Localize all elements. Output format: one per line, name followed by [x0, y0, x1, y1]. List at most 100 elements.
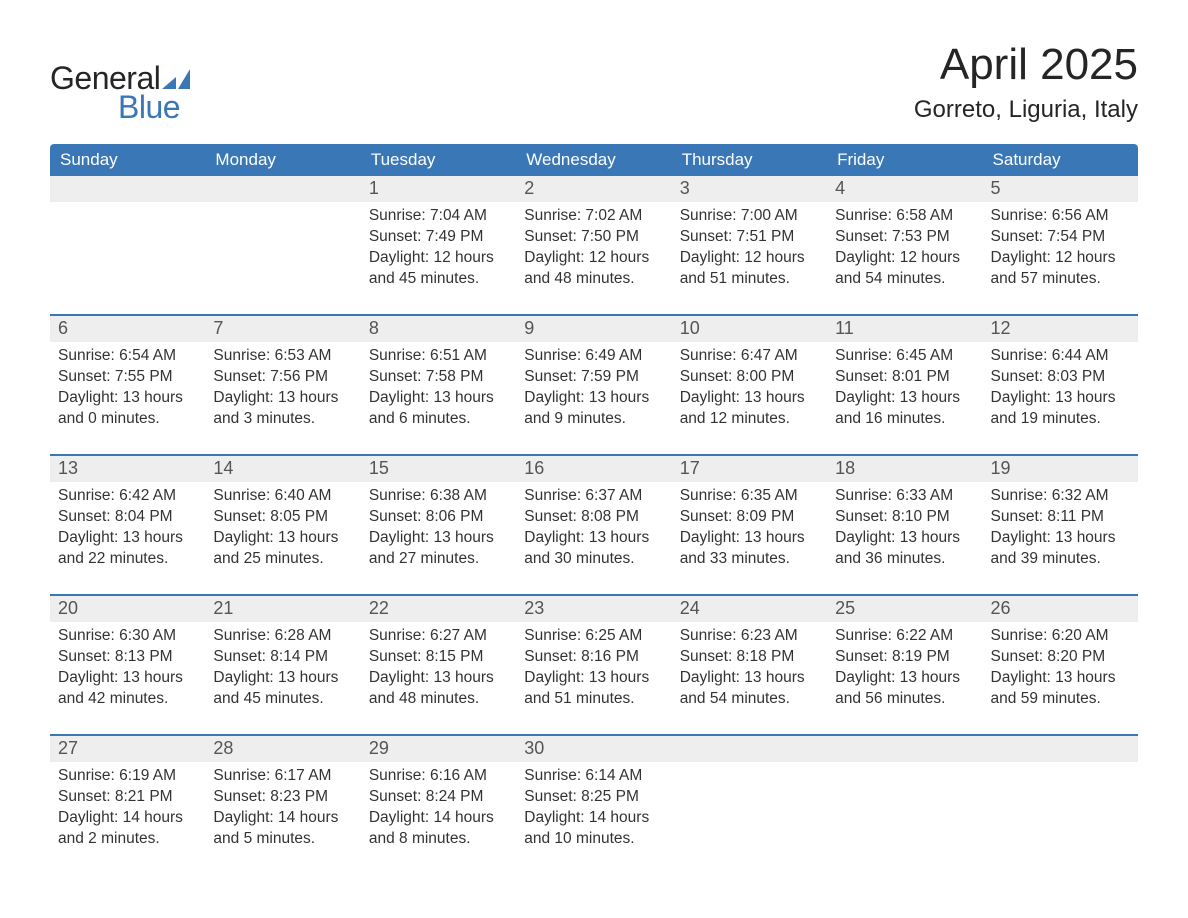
daylight-line: Daylight: 14 hours and 2 minutes. — [58, 808, 197, 850]
calendar-week: 20Sunrise: 6:30 AMSunset: 8:13 PMDayligh… — [50, 594, 1138, 716]
weekday-header: Saturday — [983, 144, 1138, 176]
calendar-day: 8Sunrise: 6:51 AMSunset: 7:58 PMDaylight… — [361, 316, 516, 436]
calendar-day: 24Sunrise: 6:23 AMSunset: 8:18 PMDayligh… — [672, 596, 827, 716]
calendar-day: 13Sunrise: 6:42 AMSunset: 8:04 PMDayligh… — [50, 456, 205, 576]
daylight-line: Daylight: 12 hours and 51 minutes. — [680, 248, 819, 290]
calendar-day: . — [205, 176, 360, 296]
day-data: Sunrise: 6:45 AMSunset: 8:01 PMDaylight:… — [827, 342, 982, 430]
daylight-line: Daylight: 13 hours and 12 minutes. — [680, 388, 819, 430]
calendar-day: 6Sunrise: 6:54 AMSunset: 7:55 PMDaylight… — [50, 316, 205, 436]
day-data: Sunrise: 6:42 AMSunset: 8:04 PMDaylight:… — [50, 482, 205, 570]
day-number: 30 — [516, 736, 671, 762]
calendar-day: 25Sunrise: 6:22 AMSunset: 8:19 PMDayligh… — [827, 596, 982, 716]
sunset-line: Sunset: 7:59 PM — [524, 367, 663, 388]
header: General Blue April 2025 Gorreto, Liguria… — [50, 40, 1138, 126]
day-data: Sunrise: 6:17 AMSunset: 8:23 PMDaylight:… — [205, 762, 360, 850]
sunrise-line: Sunrise: 6:54 AM — [58, 346, 197, 367]
day-number: 1 — [361, 176, 516, 202]
sunset-line: Sunset: 7:49 PM — [369, 227, 508, 248]
sunrise-line: Sunrise: 6:49 AM — [524, 346, 663, 367]
day-number: 17 — [672, 456, 827, 482]
daylight-line: Daylight: 14 hours and 8 minutes. — [369, 808, 508, 850]
sunrise-line: Sunrise: 6:47 AM — [680, 346, 819, 367]
day-data: Sunrise: 6:47 AMSunset: 8:00 PMDaylight:… — [672, 342, 827, 430]
sunset-line: Sunset: 7:54 PM — [991, 227, 1130, 248]
day-number: 7 — [205, 316, 360, 342]
sunset-line: Sunset: 8:14 PM — [213, 647, 352, 668]
sunrise-line: Sunrise: 6:42 AM — [58, 486, 197, 507]
calendar-day: 19Sunrise: 6:32 AMSunset: 8:11 PMDayligh… — [983, 456, 1138, 576]
sunrise-line: Sunrise: 6:51 AM — [369, 346, 508, 367]
calendar-day: 21Sunrise: 6:28 AMSunset: 8:14 PMDayligh… — [205, 596, 360, 716]
weekday-header: Tuesday — [361, 144, 516, 176]
day-data: Sunrise: 7:04 AMSunset: 7:49 PMDaylight:… — [361, 202, 516, 290]
day-number: 18 — [827, 456, 982, 482]
sunset-line: Sunset: 8:13 PM — [58, 647, 197, 668]
day-data: Sunrise: 6:22 AMSunset: 8:19 PMDaylight:… — [827, 622, 982, 710]
weekday-header-row: SundayMondayTuesdayWednesdayThursdayFrid… — [50, 144, 1138, 176]
sunset-line: Sunset: 7:53 PM — [835, 227, 974, 248]
calendar-day: 2Sunrise: 7:02 AMSunset: 7:50 PMDaylight… — [516, 176, 671, 296]
sunrise-line: Sunrise: 6:14 AM — [524, 766, 663, 787]
day-data: Sunrise: 6:56 AMSunset: 7:54 PMDaylight:… — [983, 202, 1138, 290]
calendar-day: . — [672, 736, 827, 856]
logo-word2: Blue — [118, 89, 190, 126]
calendar-day: 9Sunrise: 6:49 AMSunset: 7:59 PMDaylight… — [516, 316, 671, 436]
daylight-line: Daylight: 13 hours and 51 minutes. — [524, 668, 663, 710]
calendar-day: 14Sunrise: 6:40 AMSunset: 8:05 PMDayligh… — [205, 456, 360, 576]
sunrise-line: Sunrise: 6:17 AM — [213, 766, 352, 787]
day-data: Sunrise: 6:40 AMSunset: 8:05 PMDaylight:… — [205, 482, 360, 570]
day-number: 23 — [516, 596, 671, 622]
day-data: Sunrise: 7:02 AMSunset: 7:50 PMDaylight:… — [516, 202, 671, 290]
daylight-line: Daylight: 13 hours and 25 minutes. — [213, 528, 352, 570]
daylight-line: Daylight: 13 hours and 0 minutes. — [58, 388, 197, 430]
day-data: Sunrise: 6:44 AMSunset: 8:03 PMDaylight:… — [983, 342, 1138, 430]
daylight-line: Daylight: 13 hours and 3 minutes. — [213, 388, 352, 430]
calendar-week: ..1Sunrise: 7:04 AMSunset: 7:49 PMDaylig… — [50, 176, 1138, 296]
calendar-day: 5Sunrise: 6:56 AMSunset: 7:54 PMDaylight… — [983, 176, 1138, 296]
day-number: 22 — [361, 596, 516, 622]
daylight-line: Daylight: 13 hours and 33 minutes. — [680, 528, 819, 570]
daylight-line: Daylight: 13 hours and 16 minutes. — [835, 388, 974, 430]
daylight-line: Daylight: 13 hours and 39 minutes. — [991, 528, 1130, 570]
sunrise-line: Sunrise: 6:22 AM — [835, 626, 974, 647]
daylight-line: Daylight: 13 hours and 27 minutes. — [369, 528, 508, 570]
sunset-line: Sunset: 8:19 PM — [835, 647, 974, 668]
weekday-header: Thursday — [672, 144, 827, 176]
daylight-line: Daylight: 13 hours and 48 minutes. — [369, 668, 508, 710]
day-number: 11 — [827, 316, 982, 342]
calendar-day: 3Sunrise: 7:00 AMSunset: 7:51 PMDaylight… — [672, 176, 827, 296]
sunrise-line: Sunrise: 6:16 AM — [369, 766, 508, 787]
calendar-day: 15Sunrise: 6:38 AMSunset: 8:06 PMDayligh… — [361, 456, 516, 576]
sunset-line: Sunset: 7:56 PM — [213, 367, 352, 388]
day-number: 13 — [50, 456, 205, 482]
calendar-day: 4Sunrise: 6:58 AMSunset: 7:53 PMDaylight… — [827, 176, 982, 296]
calendar-day: 10Sunrise: 6:47 AMSunset: 8:00 PMDayligh… — [672, 316, 827, 436]
calendar-day: 23Sunrise: 6:25 AMSunset: 8:16 PMDayligh… — [516, 596, 671, 716]
calendar-day: 1Sunrise: 7:04 AMSunset: 7:49 PMDaylight… — [361, 176, 516, 296]
sunrise-line: Sunrise: 6:28 AM — [213, 626, 352, 647]
sunset-line: Sunset: 8:04 PM — [58, 507, 197, 528]
day-number: 8 — [361, 316, 516, 342]
calendar-day: 26Sunrise: 6:20 AMSunset: 8:20 PMDayligh… — [983, 596, 1138, 716]
sunset-line: Sunset: 8:24 PM — [369, 787, 508, 808]
day-number: 26 — [983, 596, 1138, 622]
day-number: 25 — [827, 596, 982, 622]
day-number: 4 — [827, 176, 982, 202]
sunset-line: Sunset: 8:01 PM — [835, 367, 974, 388]
daylight-line: Daylight: 14 hours and 10 minutes. — [524, 808, 663, 850]
calendar-day: 11Sunrise: 6:45 AMSunset: 8:01 PMDayligh… — [827, 316, 982, 436]
calendar-day: 30Sunrise: 6:14 AMSunset: 8:25 PMDayligh… — [516, 736, 671, 856]
daylight-line: Daylight: 13 hours and 22 minutes. — [58, 528, 197, 570]
calendar-day: 16Sunrise: 6:37 AMSunset: 8:08 PMDayligh… — [516, 456, 671, 576]
day-number: 2 — [516, 176, 671, 202]
day-number: 29 — [361, 736, 516, 762]
calendar-day: 18Sunrise: 6:33 AMSunset: 8:10 PMDayligh… — [827, 456, 982, 576]
day-data: Sunrise: 6:14 AMSunset: 8:25 PMDaylight:… — [516, 762, 671, 850]
day-data: Sunrise: 6:16 AMSunset: 8:24 PMDaylight:… — [361, 762, 516, 850]
day-number: 19 — [983, 456, 1138, 482]
location: Gorreto, Liguria, Italy — [914, 96, 1138, 124]
weekday-header: Wednesday — [516, 144, 671, 176]
daylight-line: Daylight: 12 hours and 45 minutes. — [369, 248, 508, 290]
daylight-line: Daylight: 13 hours and 36 minutes. — [835, 528, 974, 570]
